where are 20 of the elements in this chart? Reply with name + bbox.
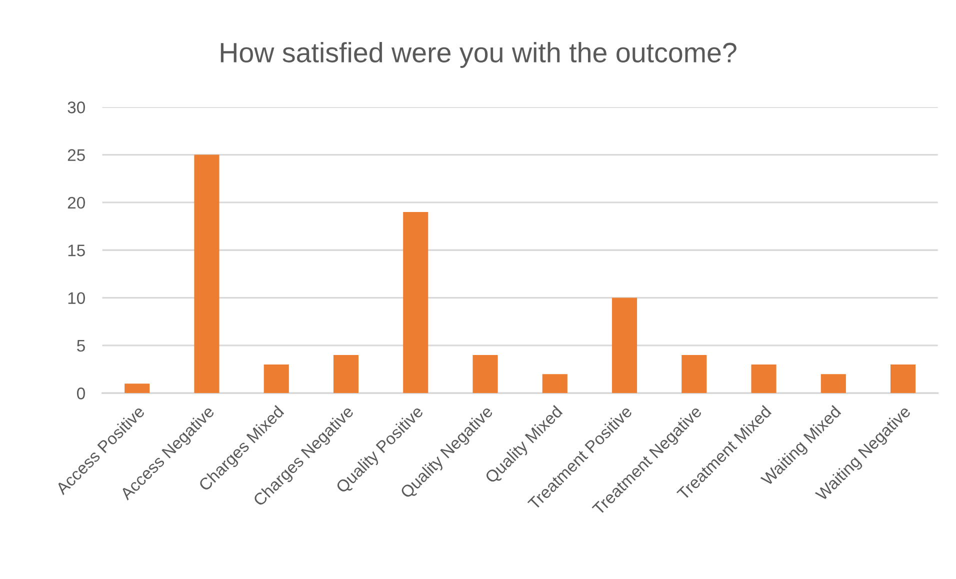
y-tick-label: 25 [68,149,85,161]
bar [751,364,776,394]
bar [264,364,289,394]
bar [194,154,220,394]
y-tick-label: 20 [68,196,85,209]
bar [333,355,359,394]
bar [124,384,150,394]
bar [612,298,638,394]
y-tick-label: 30 [68,102,85,114]
y-tick-label: 5 [77,340,85,352]
y-tick-label: 10 [68,292,85,304]
bar [890,364,916,394]
bar [682,355,707,394]
bar [472,355,498,394]
y-tick-label: 15 [68,244,85,256]
bar [403,212,428,394]
y-tick-label: 0 [77,388,85,400]
bar [820,374,846,394]
bar [542,374,568,394]
chart-title: How satisfied were you with the outcome? [220,42,736,68]
